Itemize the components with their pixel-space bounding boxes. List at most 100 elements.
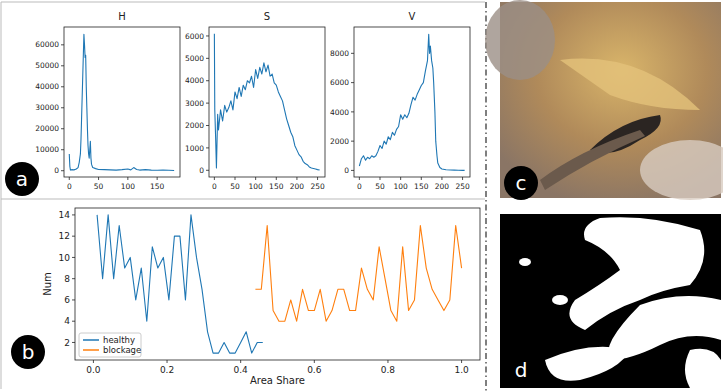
y-tick (206, 170, 209, 171)
panel-label: c (516, 171, 527, 195)
y-tick-label: 14 (59, 210, 71, 220)
y-tick-label: 2000 (185, 121, 204, 130)
data-line (69, 34, 174, 170)
x-tick-label: 150 (269, 182, 284, 191)
x-tick (98, 177, 99, 180)
x-tick (240, 360, 241, 363)
x-tick-label: 100 (121, 182, 136, 191)
y-tick (206, 103, 209, 104)
x-tick (461, 360, 462, 363)
y-tick (61, 65, 64, 66)
y-tick-label: 2000 (330, 137, 349, 146)
chart: V05010015020025002000400060008000 (330, 11, 470, 191)
y-tick-label: 10000 (35, 145, 59, 154)
panel-badge (5, 162, 39, 196)
legend-label: blockage (103, 345, 141, 355)
y-tick-label: 30000 (35, 103, 59, 112)
x-tick (317, 177, 318, 180)
legend-swatch (83, 349, 99, 351)
y-tick-label: 0 (54, 166, 59, 175)
panel-badge (504, 166, 538, 200)
frame-line (1, 2, 485, 3)
x-tick (296, 177, 297, 180)
y-tick-label: 5000 (185, 54, 204, 63)
x-tick (400, 177, 401, 180)
y-tick (351, 111, 354, 112)
photo-d (500, 214, 721, 388)
y-tick (206, 125, 209, 126)
x-tick-label: 50 (94, 182, 104, 191)
y-tick (206, 35, 209, 36)
y-tick (61, 107, 64, 108)
y-tick-label: 0 (199, 166, 204, 175)
x-tick-label: 0.6 (307, 365, 322, 375)
x-tick (359, 177, 360, 180)
plot-frame (354, 27, 470, 177)
y-tick-label: 20000 (35, 124, 59, 133)
y-tick (72, 257, 75, 258)
chart: H050100150010000200003000040000500006000… (35, 11, 180, 191)
photo-shade (540, 130, 645, 190)
y-tick-label: 8 (64, 274, 70, 284)
x-tick (387, 360, 388, 363)
y-tick-label: 40000 (35, 82, 59, 91)
y-tick (61, 170, 64, 171)
x-tick (167, 360, 168, 363)
data-line (214, 34, 319, 170)
chart: S050100150200250010002000300040005000600… (185, 11, 325, 191)
divider (485, 2, 487, 391)
chart-title: V (409, 11, 416, 22)
plot-area (214, 34, 319, 170)
mask-blob (685, 349, 721, 388)
panel-label: b (22, 340, 35, 364)
mask-bg (500, 214, 721, 388)
y-tick-label: 6000 (185, 32, 204, 41)
x-tick (462, 177, 463, 180)
y-tick-label: 4000 (330, 108, 349, 117)
y-tick (351, 82, 354, 83)
y-tick (206, 58, 209, 59)
x-tick-label: 100 (248, 182, 263, 191)
x-tick-label: 100 (393, 182, 408, 191)
plot-frame (209, 27, 325, 177)
x-tick-label: 250 (310, 182, 325, 191)
plot-area (97, 215, 462, 353)
y-tick-label: 1000 (185, 144, 204, 153)
chart: 0.00.20.40.60.81.02468101214Area ShareNu… (42, 208, 480, 386)
mask-blob (552, 295, 568, 305)
x-tick-label: 1.0 (454, 365, 469, 375)
photo-shade (560, 59, 700, 110)
y-tick-label: 50000 (35, 61, 59, 70)
x-tick (93, 360, 94, 363)
y-tick-label: 8000 (330, 49, 349, 58)
chart-title: S (264, 11, 270, 22)
y-tick (206, 147, 209, 148)
y-tick (61, 86, 64, 87)
x-axis-label: Area Share (250, 375, 305, 386)
panel-badge (504, 353, 538, 387)
x-tick (380, 177, 381, 180)
x-tick (276, 177, 277, 180)
x-tick (214, 177, 215, 180)
panel-label: d (515, 358, 528, 382)
legend-box (79, 333, 141, 357)
y-tick (351, 53, 354, 54)
y-tick-label: 6000 (330, 78, 349, 87)
plot-frame (64, 27, 180, 177)
panel-label: a (16, 167, 28, 191)
photo-shade (485, 0, 555, 80)
x-tick (314, 360, 315, 363)
y-tick-label: 4000 (185, 76, 204, 85)
x-tick-label: 0.2 (160, 365, 174, 375)
y-tick-label: 0 (344, 166, 349, 175)
y-tick (206, 80, 209, 81)
frame-line (1, 199, 485, 200)
data-line (97, 215, 263, 353)
photo-c (485, 0, 723, 200)
y-tick (61, 128, 64, 129)
x-tick-label: 150 (414, 182, 429, 191)
y-tick (72, 278, 75, 279)
y-tick-label: 4 (64, 316, 70, 326)
frame-line (1, 2, 2, 389)
x-tick-label: 200 (290, 182, 305, 191)
